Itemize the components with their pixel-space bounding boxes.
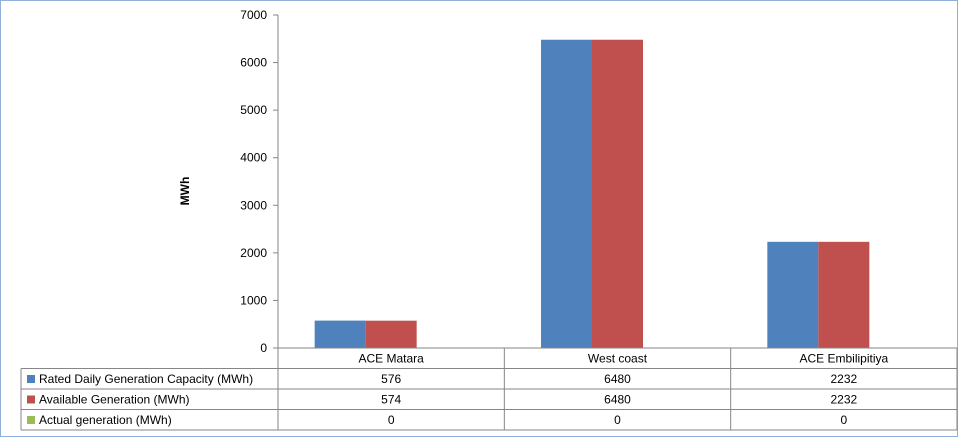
- data-label: 2232: [830, 372, 857, 386]
- data-label: 2232: [830, 393, 857, 407]
- y-tick-label: 3000: [240, 198, 267, 212]
- legend-key: [27, 416, 35, 424]
- data-label: 574: [381, 393, 401, 407]
- bars: [314, 39, 870, 348]
- data-label: 6480: [604, 372, 631, 386]
- y-tick-label: 6000: [240, 56, 267, 70]
- data-label: 6480: [604, 393, 631, 407]
- y-tick-label: 0: [260, 341, 267, 355]
- data-label: 0: [388, 413, 395, 427]
- y-tick-label: 7000: [240, 8, 267, 22]
- category-label: West coast: [588, 352, 648, 366]
- data-label: 0: [614, 413, 621, 427]
- legend-label: Actual generation (MWh): [39, 413, 172, 427]
- y-tick-label: 1000: [240, 293, 267, 307]
- data-label: 576: [381, 372, 401, 386]
- legend-key: [27, 375, 35, 383]
- legend-label: Rated Daily Generation Capacity (MWh): [39, 372, 253, 386]
- y-axis: 0 1000 2000 3000 4000 5000 6000 7000: [240, 8, 279, 355]
- bar: [365, 320, 417, 348]
- legend-label: Available Generation (MWh): [39, 393, 190, 407]
- y-tick-label: 5000: [240, 103, 267, 117]
- category-label: ACE Matara: [358, 352, 424, 366]
- legend-key: [27, 395, 35, 404]
- bar: [818, 241, 870, 348]
- bar: [592, 39, 643, 348]
- category-label: ACE Embilipitiya: [799, 352, 888, 366]
- data-label: 0: [840, 413, 847, 427]
- y-tick-label: 2000: [240, 246, 267, 260]
- bar: [314, 320, 366, 348]
- bar: [541, 39, 592, 348]
- y-tick-label: 4000: [240, 151, 267, 165]
- y-axis-label: MWh: [178, 177, 192, 206]
- bar: [767, 241, 819, 348]
- data-table: ACE Matara West coast ACE Embilipitiya Rate…: [20, 347, 958, 431]
